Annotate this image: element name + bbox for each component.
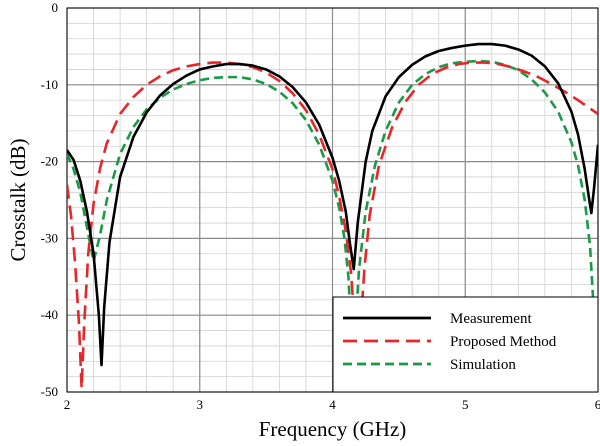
x-tick-label: 2 bbox=[64, 397, 71, 412]
x-tick-labels: 2 3 4 5 6 bbox=[64, 397, 600, 412]
y-tick-label: -10 bbox=[41, 77, 58, 92]
y-tick-label: 0 bbox=[52, 0, 59, 15]
x-tick-label: 3 bbox=[197, 397, 204, 412]
x-tick-label: 4 bbox=[329, 397, 336, 412]
y-tick-label: -20 bbox=[41, 154, 58, 169]
x-tick-label: 5 bbox=[462, 397, 469, 412]
legend-label: Measurement bbox=[450, 311, 532, 327]
y-tick-label: -30 bbox=[41, 230, 58, 245]
x-tick-label: 6 bbox=[595, 397, 600, 412]
legend-label: Proposed Method bbox=[450, 334, 557, 350]
legend-box bbox=[332, 296, 599, 393]
y-tick-label: -50 bbox=[41, 384, 58, 399]
y-tick-labels: 0 -10 -20 -30 -40 -50 bbox=[41, 0, 58, 399]
legend-label: Simulation bbox=[450, 357, 516, 373]
y-tick-label: -40 bbox=[41, 307, 58, 322]
series-line-measurement bbox=[67, 42, 598, 367]
series-line-proposed-method bbox=[67, 61, 598, 390]
y-axis-title: Crosstalk (dB) bbox=[6, 138, 30, 261]
x-axis-title: Frequency (GHz) bbox=[259, 417, 407, 441]
legend: Measurement Proposed Method Simulation bbox=[332, 296, 599, 393]
